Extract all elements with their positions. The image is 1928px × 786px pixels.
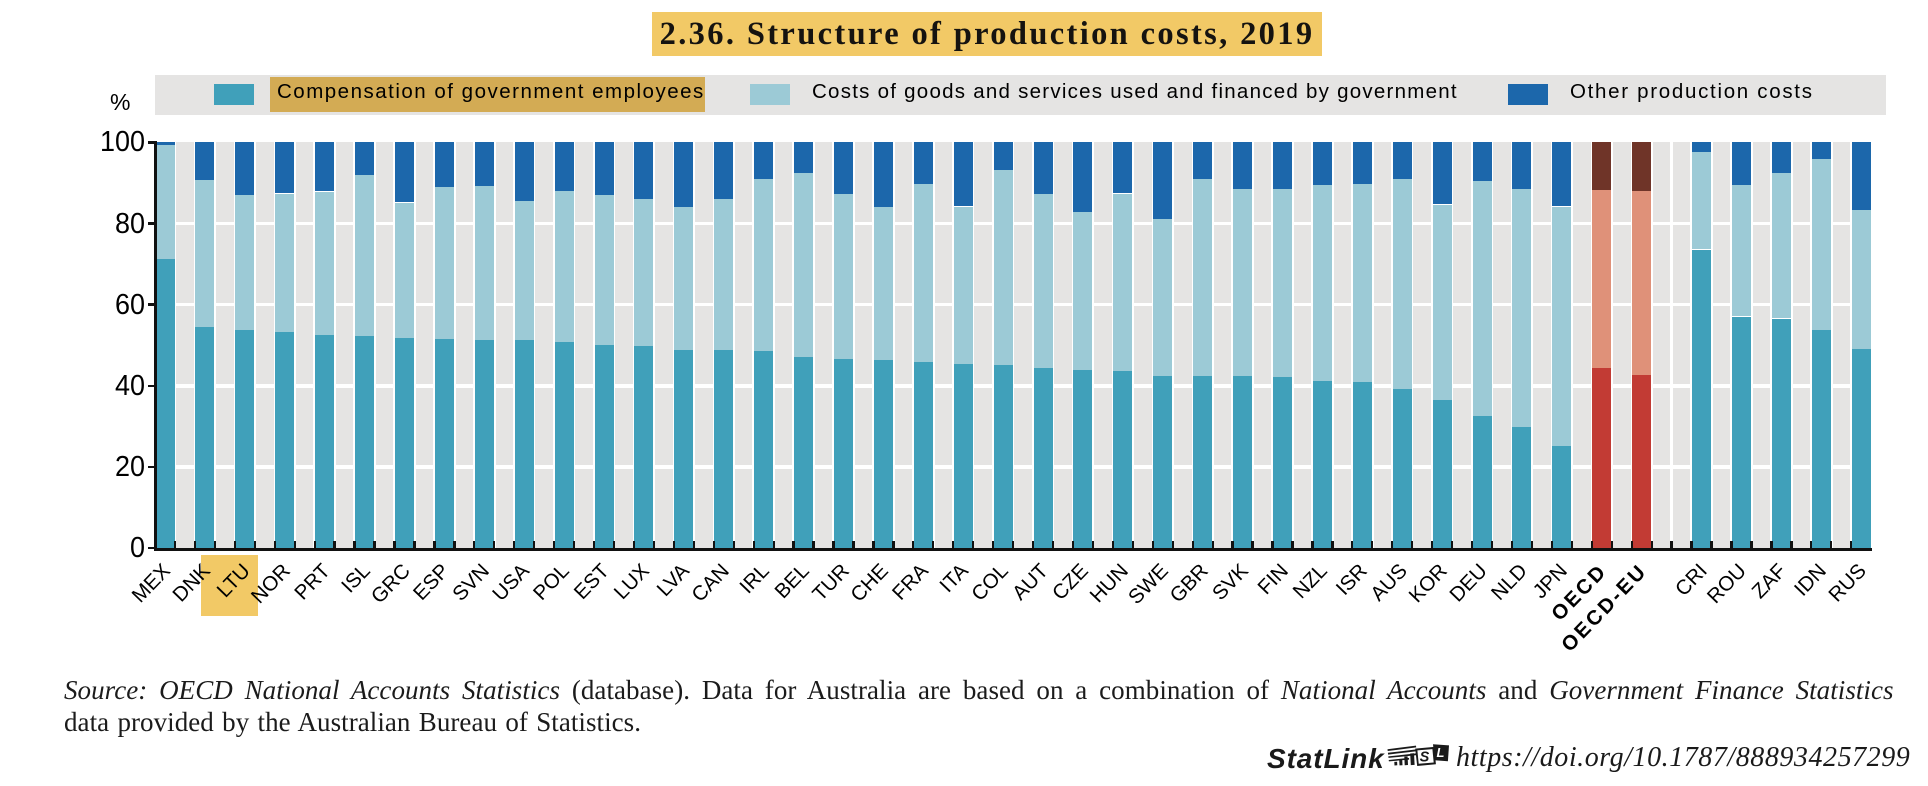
svg-text:S: S (1420, 750, 1430, 766)
svg-text:L: L (1437, 745, 1445, 760)
